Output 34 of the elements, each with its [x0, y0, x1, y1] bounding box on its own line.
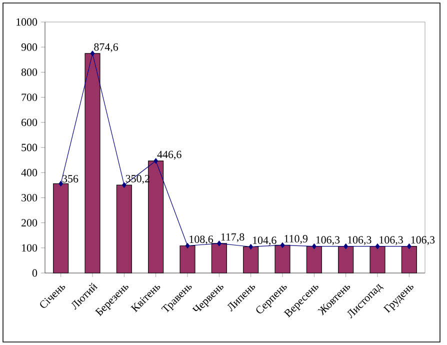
data-label: 108,6 — [190, 236, 214, 245]
y-tick-label: 100 — [22, 244, 38, 252]
data-label: 356 — [62, 175, 78, 182]
y-tick-label: 400 — [21, 168, 38, 176]
y-tick-label: 500 — [22, 144, 38, 152]
point — [375, 244, 380, 250]
y-tick-label: 700 — [22, 94, 38, 101]
y-tick-label: 800 — [21, 68, 38, 76]
data-label: 106,3 — [411, 236, 435, 246]
point — [407, 244, 412, 250]
point — [154, 158, 158, 164]
y-tick-label: 300 — [22, 194, 38, 202]
y-tick-label: 1000 — [16, 18, 38, 26]
point — [280, 242, 285, 248]
point — [90, 50, 95, 56]
point — [185, 242, 190, 249]
data-label: 106,3 — [316, 236, 340, 246]
point — [344, 244, 348, 250]
data-label: 110,9 — [284, 235, 308, 244]
y-tick-label: 900 — [21, 43, 38, 51]
point — [312, 244, 316, 250]
point — [217, 240, 222, 246]
data-label: 106,3 — [348, 236, 372, 246]
data-label: 106,3 — [380, 236, 403, 246]
y-tick-label: 600 — [22, 118, 38, 126]
data-label: 874,6 — [94, 43, 118, 52]
point — [58, 180, 64, 186]
point — [122, 182, 126, 188]
data-label: 117,8 — [221, 233, 244, 242]
data-label: 446,6 — [157, 150, 182, 160]
point — [248, 244, 254, 250]
y-tick-label: 200 — [22, 219, 38, 226]
data-label: 104,6 — [253, 236, 276, 246]
y-tick-label: 0 — [32, 269, 38, 277]
